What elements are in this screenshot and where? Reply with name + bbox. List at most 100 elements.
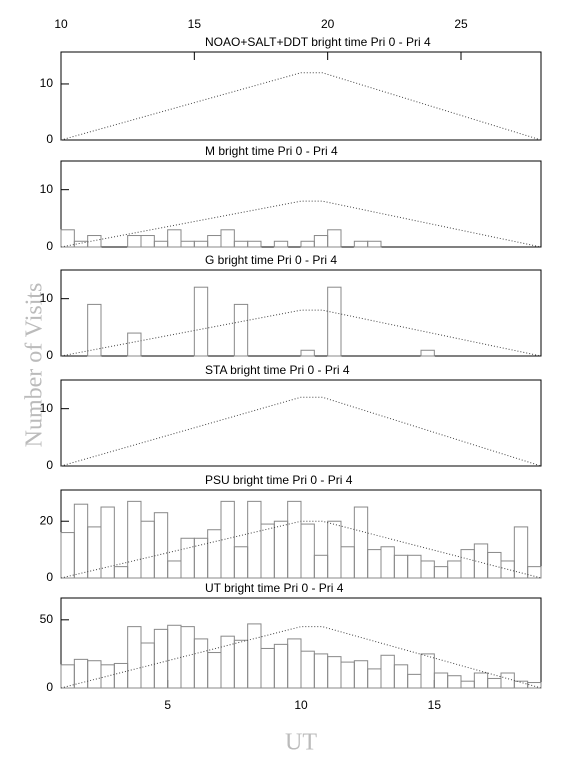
bar [87, 235, 102, 248]
bar [433, 566, 449, 579]
bar [233, 240, 249, 248]
bar [167, 560, 182, 579]
bar [153, 240, 169, 248]
bar [340, 661, 355, 689]
top-tick-label: 15 [188, 17, 202, 31]
bar [527, 566, 542, 579]
bar [207, 529, 222, 579]
bar [233, 546, 249, 579]
panel-title: STA bright time Pri 0 - Pri 4 [205, 363, 350, 377]
bar [180, 626, 195, 689]
bar [273, 643, 289, 689]
x-tick-label: 10 [294, 698, 308, 712]
top-tick-label: 10 [54, 17, 68, 31]
panel-title: M bright time Pri 0 - Pri 4 [205, 144, 338, 158]
bar [447, 675, 462, 689]
bar [433, 672, 449, 689]
bar [340, 546, 355, 579]
bar [487, 677, 502, 689]
bar [513, 680, 529, 689]
bar [327, 229, 342, 248]
bar [380, 654, 395, 689]
top-tick-label: 20 [321, 17, 335, 31]
y-tick-label: 10 [40, 291, 54, 305]
bar [73, 503, 89, 579]
bar [513, 526, 529, 579]
bar [60, 532, 75, 579]
reference-line [60, 520, 542, 579]
bar [393, 554, 409, 579]
panel-frame [60, 51, 542, 141]
bar [87, 526, 102, 579]
bar [100, 506, 115, 579]
bar [207, 652, 222, 689]
y-tick-label: 0 [46, 680, 53, 694]
bar [287, 638, 302, 689]
x-tick-label: 5 [164, 698, 171, 712]
bar [393, 664, 409, 689]
reference-line [60, 309, 542, 357]
panel-frame [60, 379, 542, 467]
bar [327, 286, 342, 357]
bar [473, 672, 489, 689]
bar [300, 650, 315, 689]
bar [460, 549, 475, 579]
bar [140, 235, 155, 248]
y-tick-label: 10 [40, 401, 54, 415]
bar [313, 653, 329, 689]
bar [140, 520, 155, 579]
reference-line [60, 200, 542, 248]
bar [380, 546, 395, 579]
bar [273, 520, 289, 579]
bar [367, 240, 382, 248]
bar [260, 647, 275, 689]
bar [300, 523, 315, 579]
bar [420, 349, 435, 357]
bar [327, 520, 342, 579]
bar [420, 653, 435, 689]
bar [353, 660, 369, 689]
bar [207, 235, 222, 248]
bar [233, 303, 249, 357]
bar [287, 500, 302, 579]
bar [313, 554, 329, 579]
panel-frame [60, 269, 542, 357]
y-tick-label: 0 [46, 239, 53, 253]
bar [113, 566, 129, 579]
bar [313, 235, 329, 248]
reference-line [60, 626, 542, 689]
bar [220, 635, 235, 689]
y-tick-label: 50 [40, 612, 54, 626]
bar [193, 286, 209, 357]
bar [407, 554, 422, 579]
bar [127, 235, 142, 248]
bar [193, 537, 209, 579]
bar [353, 240, 369, 248]
bar [460, 680, 475, 689]
bar [487, 551, 502, 579]
bar [300, 349, 315, 357]
reference-line [60, 396, 542, 467]
bar [247, 623, 262, 689]
bar [247, 500, 262, 579]
bar [127, 626, 142, 689]
y-tick-label: 10 [40, 182, 54, 196]
bar [153, 628, 169, 689]
bar [500, 672, 515, 689]
bar [127, 500, 142, 579]
bar [473, 543, 489, 579]
y-tick-label: 10 [40, 76, 54, 90]
panel-title: PSU bright time Pri 0 - Pri 4 [205, 473, 353, 487]
top-tick-label: 25 [454, 17, 468, 31]
y-axis-label: Number of Visits [22, 283, 48, 448]
bar [233, 639, 249, 689]
bar [300, 240, 315, 248]
bar [60, 229, 75, 248]
bar [367, 668, 382, 689]
panel-title: UT bright time Pri 0 - Pri 4 [205, 581, 344, 595]
bar [527, 682, 542, 689]
bar [420, 560, 435, 579]
bar [247, 240, 262, 248]
bar [180, 240, 195, 248]
